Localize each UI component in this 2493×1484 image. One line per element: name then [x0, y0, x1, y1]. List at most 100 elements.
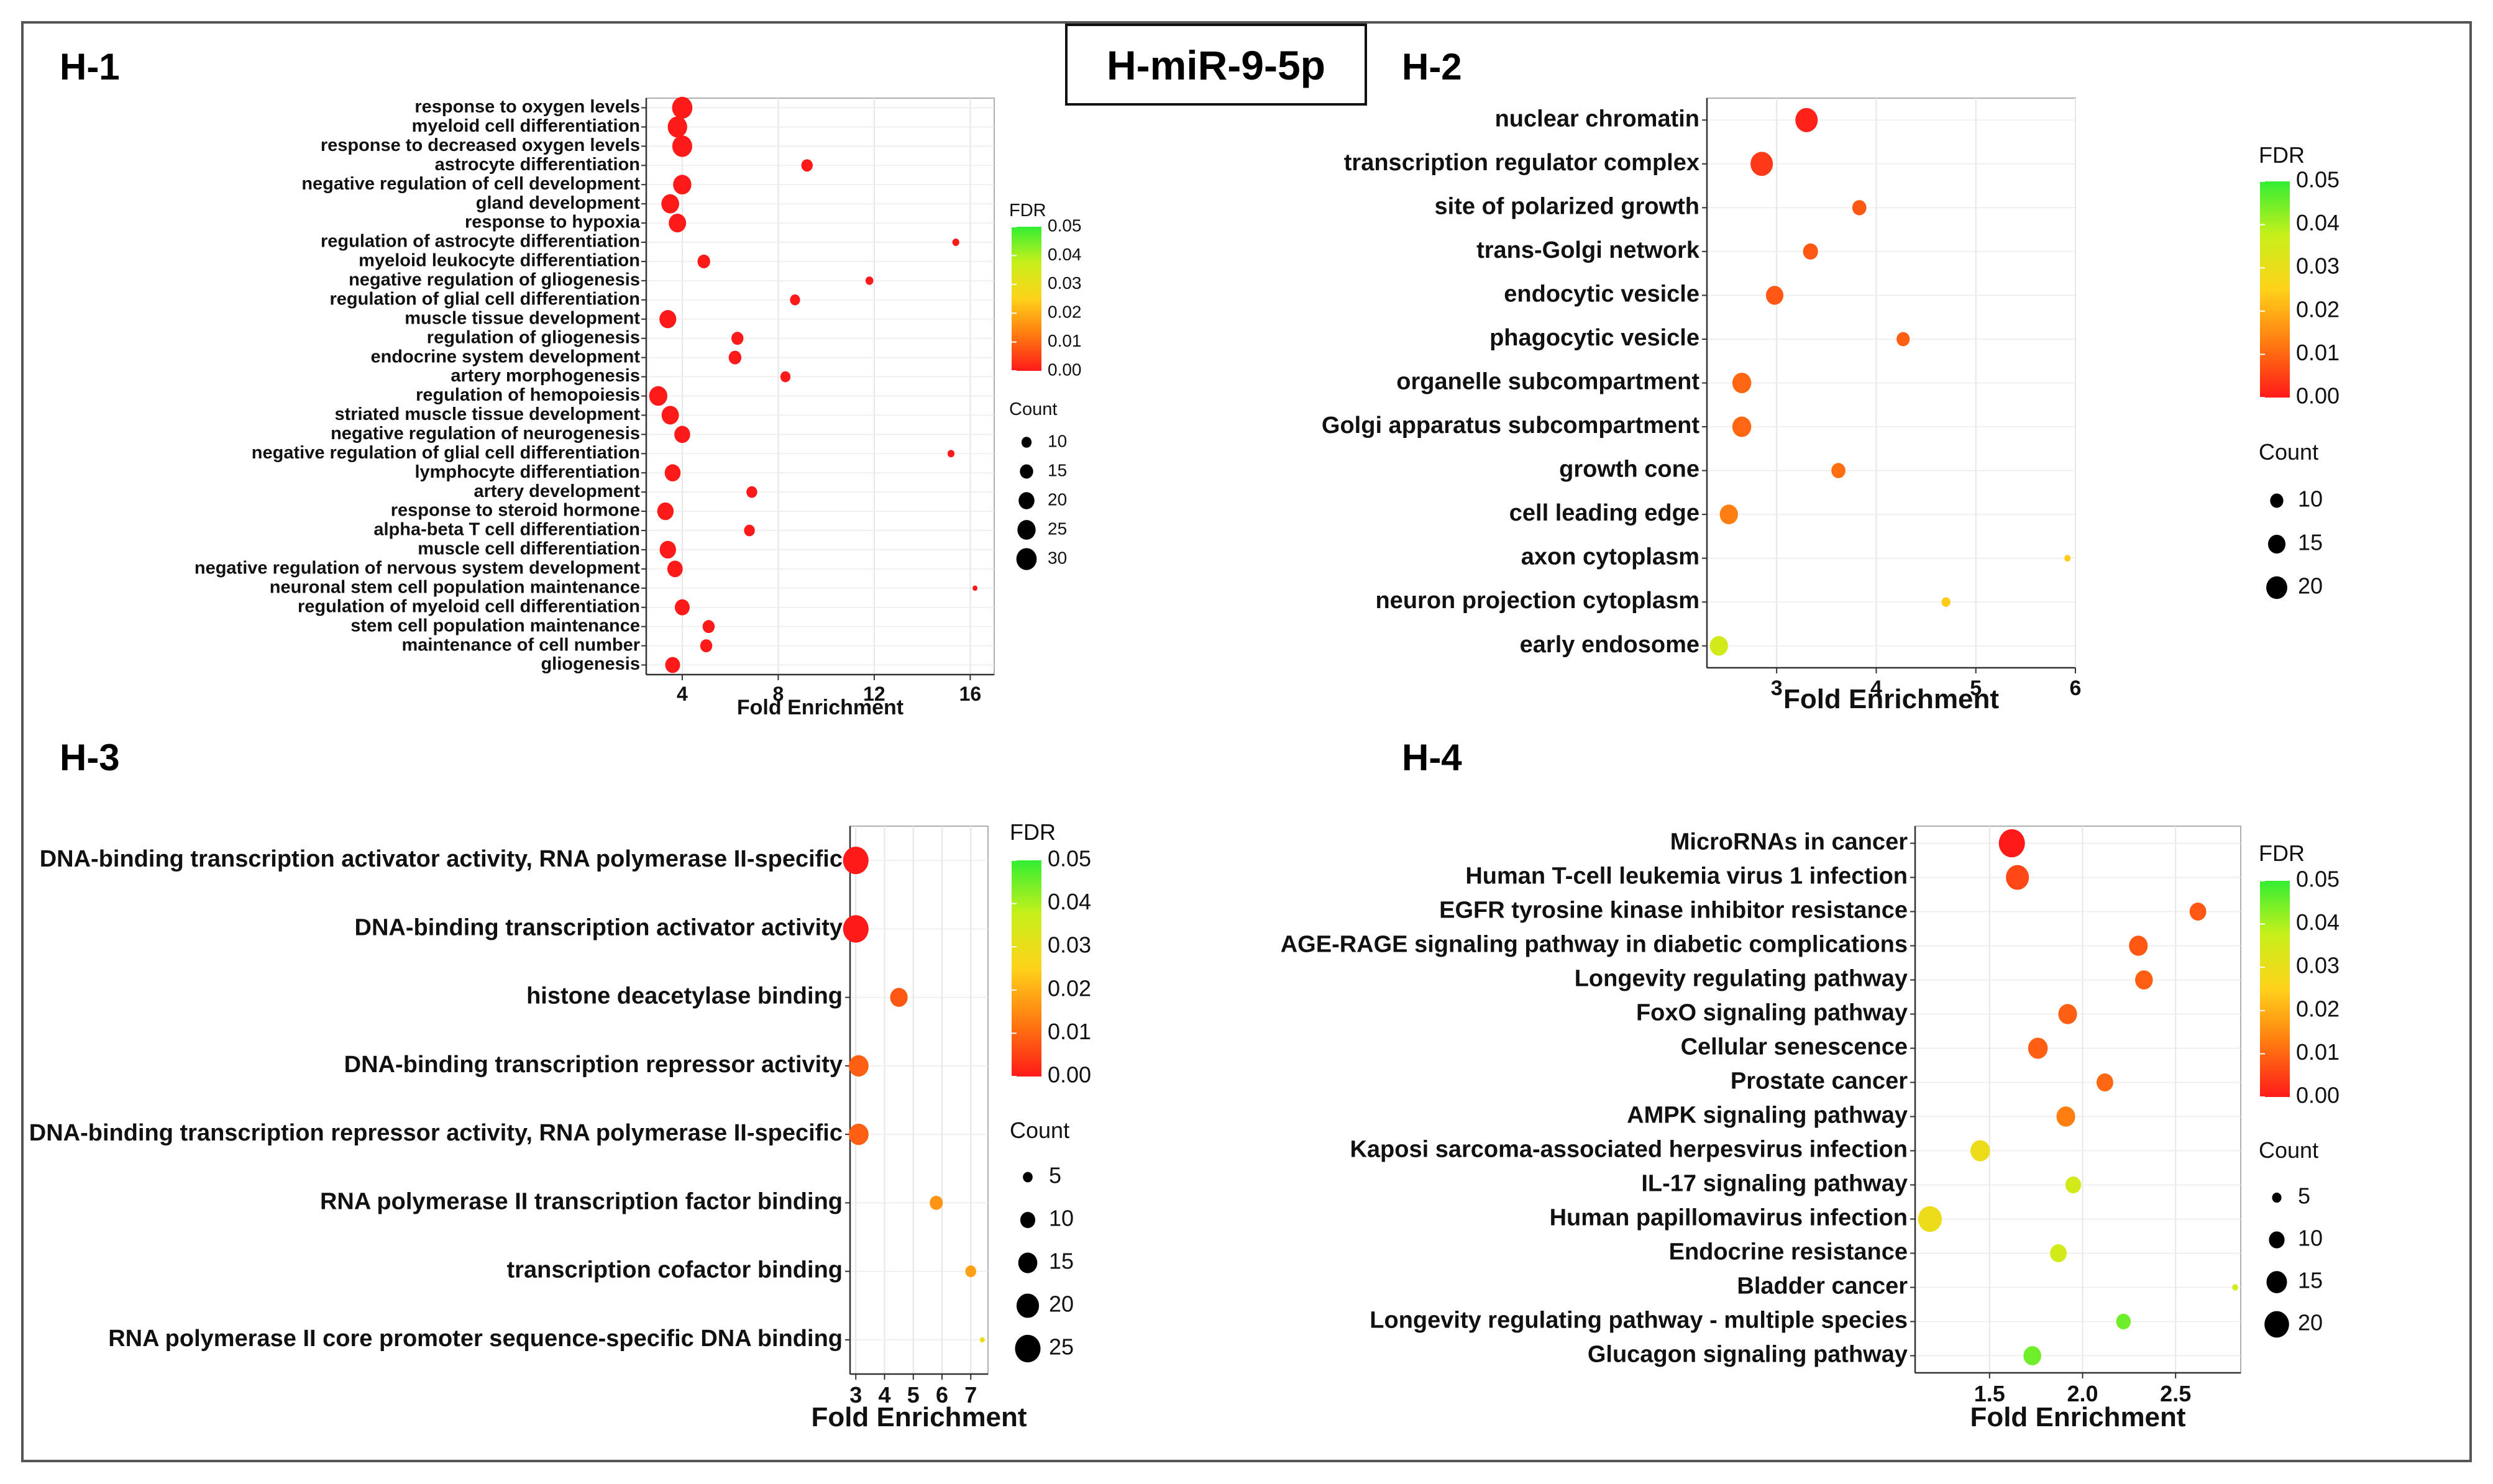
count-legend-title: Count [1010, 1118, 1069, 1143]
category-label: DNA-binding transcription repressor acti… [344, 1052, 843, 1078]
data-point [2189, 902, 2207, 921]
panel-label: H-1 [60, 46, 120, 88]
data-point [848, 1123, 869, 1145]
count-legend-title: Count [2259, 1137, 2318, 1163]
category-label: DNA-binding transcription activator acti… [40, 846, 843, 872]
category-label: lymphocyte differentiation [414, 462, 640, 482]
x-tick-label: 2.5 [2160, 1381, 2191, 1406]
category-label: astrocyte differentiation [435, 155, 640, 175]
x-tick-label: 5 [1970, 676, 1982, 700]
data-point [674, 599, 690, 616]
x-tick-label: 3 [1771, 676, 1783, 700]
fdr-tick-label: 0.05 [2296, 167, 2340, 193]
count-legend-label: 15 [1049, 1249, 1074, 1274]
category-label: regulation of myeloid cell differentiati… [298, 596, 640, 616]
category-label: Human papillomavirus infection [1550, 1205, 1908, 1231]
data-point [2023, 1346, 2041, 1365]
count-legend-label: 20 [2298, 573, 2323, 599]
count-legend-label: 10 [2298, 486, 2323, 512]
fdr-tick-label: 0.01 [1048, 1019, 1091, 1044]
data-point [843, 915, 869, 943]
data-point [780, 371, 791, 383]
data-point [672, 135, 692, 157]
fdr-tick-label: 0.04 [2296, 909, 2340, 935]
category-label: endocrine system development [370, 347, 640, 366]
data-point [702, 620, 715, 634]
panel-h-2: H-2 nuclear chromatin transcription regula… [1322, 46, 2340, 714]
x-tick-label: 7 [964, 1382, 977, 1408]
count-legend-dot [1017, 520, 1036, 540]
plot-area [1914, 826, 2241, 1373]
data-point [659, 310, 677, 329]
count-legend-title: Count [2259, 439, 2318, 465]
x-tick-label: 6 [936, 1382, 948, 1408]
data-point [972, 585, 978, 591]
count-legend-label: 30 [1048, 548, 1067, 567]
data-point [661, 406, 679, 425]
data-point [649, 386, 667, 406]
figure-title-box [1065, 24, 1367, 106]
category-label: phagocytic vesicle [1489, 325, 1699, 351]
data-point [672, 96, 693, 119]
category-label: gland development [476, 193, 641, 213]
data-point [1750, 152, 1773, 176]
category-label: negative regulation of glial cell differ… [252, 443, 640, 463]
count-legend-label: 10 [2298, 1226, 2323, 1251]
data-point [1941, 597, 1951, 607]
fdr-tick-label: 0.03 [2296, 253, 2340, 279]
fdr-tick-label: 0.04 [1048, 889, 1091, 914]
fdr-legend-title: FDR [1009, 201, 1046, 221]
category-label: response to oxygen levels [414, 97, 640, 117]
category-label: Golgi apparatus subcompartment [1322, 412, 1699, 439]
category-label: myeloid leukocyte differentiation [359, 251, 640, 271]
fdr-tick-label: 0.02 [2296, 296, 2340, 322]
count-legend-label: 5 [2298, 1183, 2310, 1209]
fdr-tick-label: 0.05 [1048, 846, 1091, 872]
x-tick-label: 4 [677, 683, 688, 705]
category-label: muscle cell differentiation [418, 539, 640, 559]
count-legend-label: 10 [1049, 1206, 1074, 1231]
category-label: neuron projection cytoplasm [1375, 588, 1699, 614]
data-point [2050, 1244, 2067, 1263]
x-tick-label: 8 [773, 683, 784, 705]
data-point [2065, 1176, 2082, 1194]
category-label: stem cell population maintenance [350, 616, 640, 635]
fdr-legend-title: FDR [2259, 142, 2305, 168]
category-label: IL-17 signaling pathway [1641, 1171, 1908, 1197]
category-label: organelle subcompartment [1396, 369, 1699, 395]
data-point [657, 502, 674, 521]
fdr-tick-label: 0.01 [2296, 1039, 2340, 1065]
fdr-colorbar [2260, 881, 2290, 1097]
panel-label: H-3 [60, 737, 120, 778]
category-label: response to hypoxia [465, 212, 641, 232]
data-point [865, 276, 874, 285]
count-legend-dot [1023, 1172, 1033, 1183]
data-point [667, 116, 687, 138]
category-label: Prostate cancer [1731, 1068, 1908, 1095]
category-label: EGFR tyrosine kinase inhibitor resistanc… [1439, 898, 1908, 924]
count-legend-dot [2266, 576, 2287, 599]
category-label: gliogenesis [541, 654, 640, 674]
category-label: early endosome [1520, 632, 1699, 658]
fdr-colorbar [1012, 227, 1041, 371]
x-tick-label: 6 [2070, 676, 2082, 700]
data-point [965, 1265, 977, 1278]
count-legend-label: 15 [1048, 460, 1067, 480]
fdr-tick-label: 0.00 [2296, 383, 2340, 409]
category-label: RNA polymerase II transcription factor b… [320, 1188, 843, 1214]
category-label: Cellular senescence [1681, 1034, 1908, 1060]
category-label: AMPK signaling pathway [1627, 1103, 1908, 1129]
category-label: transcription regulator complex [1344, 150, 1699, 176]
fdr-tick-label: 0.05 [2296, 867, 2340, 892]
data-point [1831, 463, 1846, 478]
data-point [2096, 1073, 2113, 1092]
data-point [2232, 1284, 2238, 1291]
data-point [665, 657, 680, 673]
category-label: regulation of hemopoiesis [416, 385, 640, 405]
x-axis-label: Fold Enrichment [1783, 684, 1999, 714]
x-tick-label: 5 [907, 1382, 920, 1408]
data-point [848, 1055, 869, 1077]
count-legend-dot [2264, 1311, 2289, 1338]
